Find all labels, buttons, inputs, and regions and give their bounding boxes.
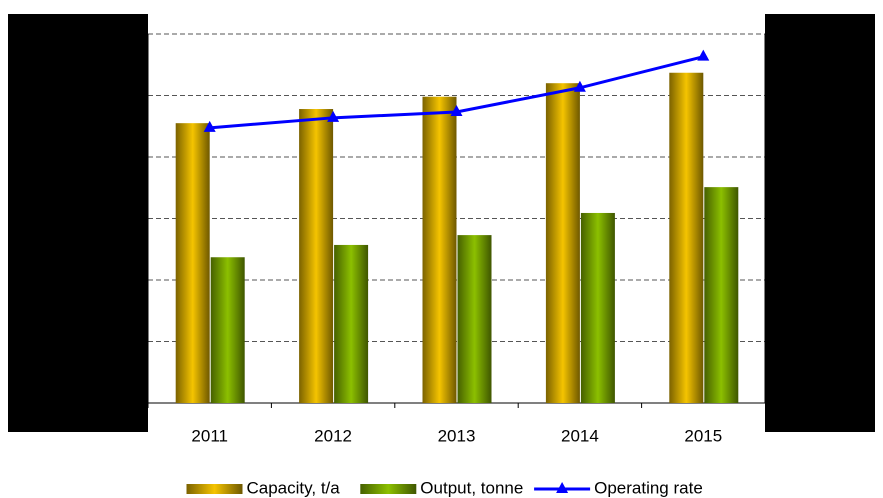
legend-swatch bbox=[360, 484, 417, 494]
bar bbox=[669, 72, 704, 404]
legend-label: Capacity, t/a bbox=[247, 478, 341, 497]
x-tick-label: 2015 bbox=[684, 426, 722, 445]
x-tick-label: 2011 bbox=[191, 426, 228, 445]
bar bbox=[545, 83, 580, 403]
x-tick-label: 2012 bbox=[314, 426, 352, 445]
legend-marker bbox=[556, 482, 569, 493]
bar bbox=[704, 187, 739, 403]
line-marker bbox=[697, 49, 710, 61]
redacted-left-axis bbox=[8, 14, 148, 432]
line-marker bbox=[573, 80, 586, 92]
x-tick-label: 2014 bbox=[561, 426, 599, 445]
bar bbox=[175, 123, 210, 404]
bar bbox=[457, 235, 492, 403]
line-marker bbox=[327, 110, 340, 122]
bar bbox=[422, 96, 457, 403]
legend-label: Output, tonne bbox=[420, 478, 523, 497]
x-tick-label: 2013 bbox=[438, 426, 476, 445]
bar bbox=[334, 244, 369, 403]
redacted-right-axis bbox=[765, 14, 875, 432]
legend-swatch bbox=[186, 484, 243, 494]
bar bbox=[580, 212, 615, 403]
bar bbox=[299, 109, 334, 403]
line-marker bbox=[450, 105, 463, 117]
legend-label: Operating rate bbox=[594, 478, 703, 497]
line-marker bbox=[203, 120, 216, 132]
bar bbox=[210, 257, 245, 403]
